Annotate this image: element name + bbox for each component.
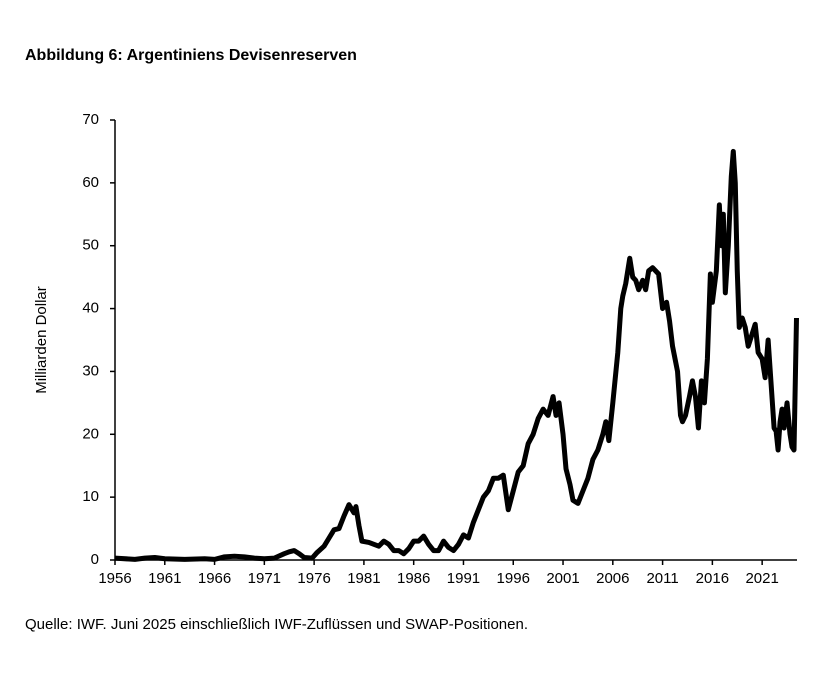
- data-line: [114, 148, 799, 562]
- x-tick-label: 2006: [596, 570, 629, 587]
- x-tick-label: 1986: [397, 570, 430, 587]
- x-tick-label: 1961: [148, 570, 181, 587]
- x-tick-label: 1971: [248, 570, 281, 587]
- y-tick-label: 50: [82, 237, 99, 254]
- y-tick-label: 40: [82, 300, 99, 317]
- y-tick-label: 10: [82, 488, 99, 505]
- x-tick-label: 1991: [447, 570, 480, 587]
- source-note: Quelle: IWF. Juni 2025 einschließlich IW…: [25, 616, 528, 633]
- x-tick-label: 2016: [696, 570, 729, 587]
- x-tick-label: 1981: [347, 570, 380, 587]
- y-tick-label: 60: [82, 174, 99, 191]
- y-tick-label: 0: [91, 551, 99, 568]
- y-tick-label: 30: [82, 362, 99, 379]
- y-tick-label: 20: [82, 425, 99, 442]
- chart-title: Abbildung 6: Argentiniens Devisenreserve…: [25, 47, 357, 64]
- y-axis-label: Milliarden Dollar: [33, 286, 50, 394]
- y-tick-label: 70: [82, 111, 99, 128]
- x-tick-label: 2021: [745, 570, 778, 587]
- x-tick-label: 1956: [98, 570, 131, 587]
- x-tick-label: 1976: [297, 570, 330, 587]
- x-tick-label: 2001: [546, 570, 579, 587]
- x-tick-label: 2011: [646, 570, 678, 587]
- x-tick-label: 1966: [198, 570, 231, 587]
- x-tick-label: 1996: [497, 570, 530, 587]
